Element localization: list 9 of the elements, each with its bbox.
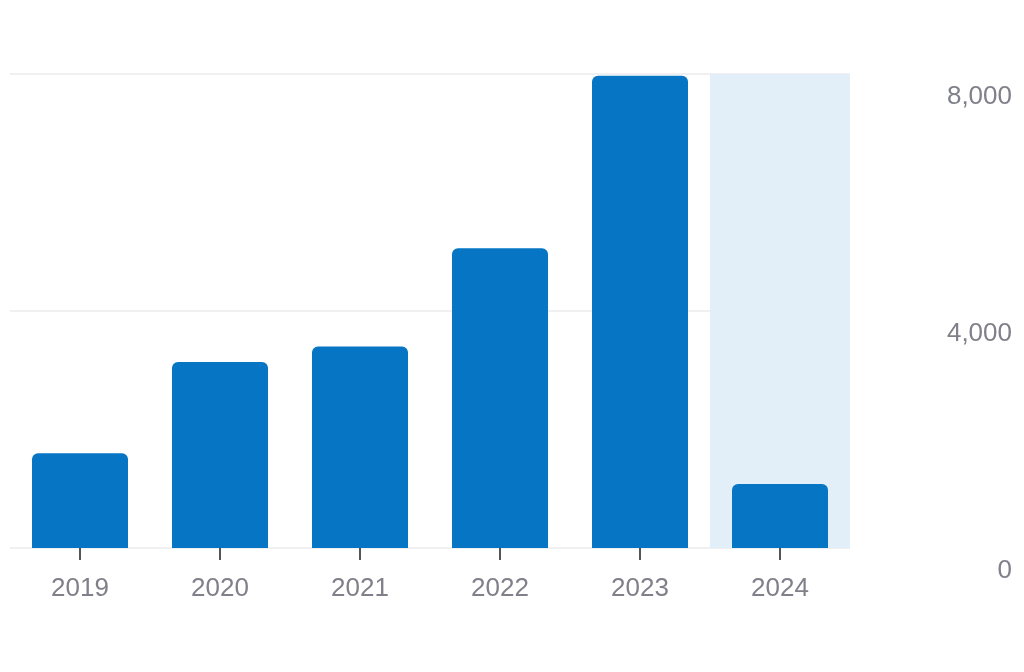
x-tick-label: 2019 [51,572,109,602]
x-tick-label: 2024 [751,572,809,602]
x-tick-label: 2023 [611,572,669,602]
x-tick-label: 2021 [331,572,389,602]
y-tick-label: 4,000 [946,317,1012,347]
y-tick-label: 8,000 [946,80,1012,110]
x-tick-label: 2022 [471,572,529,602]
x-tick-label: 2020 [191,572,249,602]
y-tick-label: 0 [997,554,1012,584]
